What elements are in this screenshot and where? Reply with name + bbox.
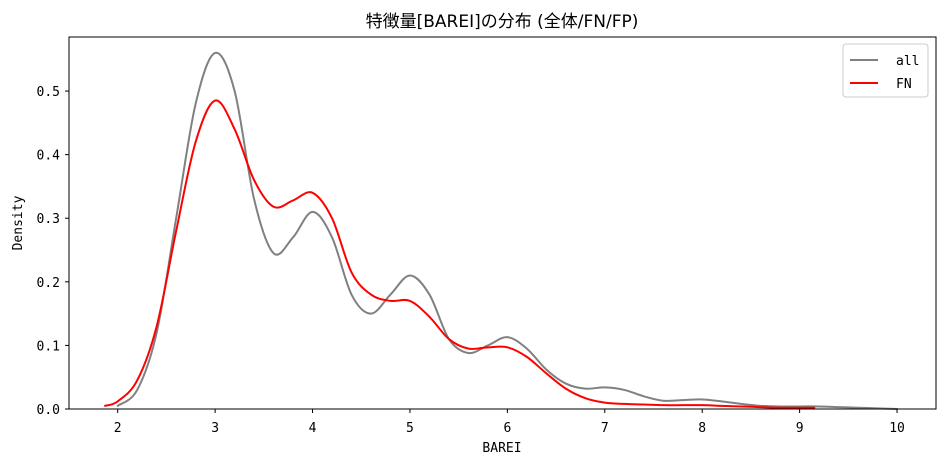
x-tick-label: 10 (889, 421, 905, 436)
series-line-fn (104, 99, 816, 409)
x-tick-label: 7 (601, 421, 609, 436)
y-axis: 0.0 0.1 0.2 0.3 0.4 0.5 (37, 85, 69, 418)
y-tick-label: 0.1 (37, 339, 60, 354)
y-tick-label: 0.2 (37, 276, 60, 291)
y-tick-label: 0.5 (37, 85, 60, 100)
x-tick-label: 2 (114, 421, 122, 436)
y-tick-label: 0.0 (37, 403, 60, 418)
series-layer (104, 51, 899, 410)
x-axis: 2 3 4 5 6 7 8 9 10 (114, 409, 905, 436)
legend-label-fn: FN (896, 77, 912, 92)
y-tick-label: 0.3 (37, 212, 60, 227)
x-tick-label: 9 (796, 421, 804, 436)
x-tick-label: 8 (698, 421, 706, 436)
x-tick-label: 5 (406, 421, 414, 436)
x-tick-label: 4 (309, 421, 317, 436)
legend: all FN (842, 43, 929, 98)
x-tick-label: 6 (503, 421, 511, 436)
y-tick-label: 0.4 (37, 149, 61, 164)
chart-title: 特徴量[BAREI]の分布 (全体/FN/FP) (366, 12, 639, 32)
series-line-all (116, 51, 899, 410)
legend-label-all: all (896, 54, 919, 69)
x-axis-label: BAREI (482, 441, 521, 456)
plot-frame (68, 36, 937, 410)
x-tick-label: 3 (211, 421, 219, 436)
legend-box (842, 43, 929, 98)
y-axis-label: Density (11, 195, 26, 250)
